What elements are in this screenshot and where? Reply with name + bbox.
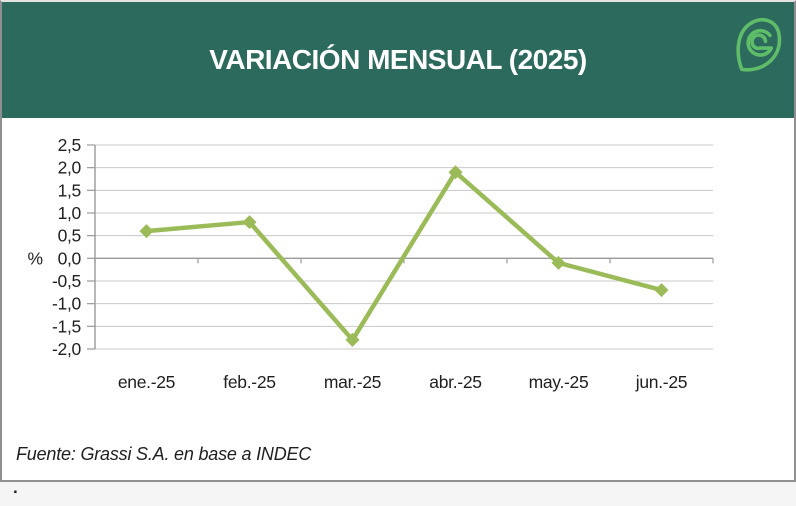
data-point-marker bbox=[139, 224, 154, 239]
y-tick-label: -1,0 bbox=[52, 294, 82, 314]
data-point-marker bbox=[448, 165, 463, 180]
y-tick-label: -2,0 bbox=[52, 339, 82, 359]
data-point-marker bbox=[654, 283, 669, 298]
chart-card: VARIACIÓN MENSUAL (2025) 2,5 2,0 1,5 1,0 0,5… bbox=[0, 0, 796, 482]
x-tick-label: feb.-25 bbox=[223, 372, 275, 392]
chart-title: VARIACIÓN MENSUAL (2025) bbox=[209, 44, 587, 75]
y-tick-label: 2,0 bbox=[58, 158, 82, 178]
x-tick-label: ene.-25 bbox=[118, 372, 175, 392]
x-tick-label: mar.-25 bbox=[324, 372, 381, 392]
line-chart: 2,5 2,01,5 1,0 0,50,0 -0,5 -1,0-1,5 -2,0% ene.-… bbox=[27, 135, 714, 392]
x-tick-label: may.-25 bbox=[529, 372, 589, 392]
y-tick-label: 1,5 bbox=[58, 180, 81, 200]
y-tick-label: 1,0 bbox=[58, 203, 82, 223]
y-tick-label: -0,5 bbox=[52, 271, 81, 291]
y-tick-label: 0,5 bbox=[58, 226, 81, 246]
stray-period: . bbox=[13, 478, 18, 497]
data-line bbox=[144, 169, 664, 343]
x-tick-label: jun.-25 bbox=[635, 372, 687, 392]
data-point-marker bbox=[242, 215, 257, 230]
y-axis-title: % bbox=[27, 248, 43, 268]
y-tick-label: 0,0 bbox=[58, 248, 82, 268]
y-tick-label: -1,5 bbox=[52, 316, 81, 336]
source-note: Fuente: Grassi S.A. en base a INDEC bbox=[16, 444, 312, 464]
y-tick-label: 2,5 bbox=[58, 135, 81, 155]
data-point-marker bbox=[551, 255, 566, 270]
x-tick-label: abr.-25 bbox=[429, 372, 481, 392]
data-point-marker bbox=[345, 332, 360, 347]
chart-header-band: VARIACIÓN MENSUAL (2025) bbox=[2, 2, 794, 118]
grassi-leaf-logo-icon bbox=[736, 18, 782, 72]
